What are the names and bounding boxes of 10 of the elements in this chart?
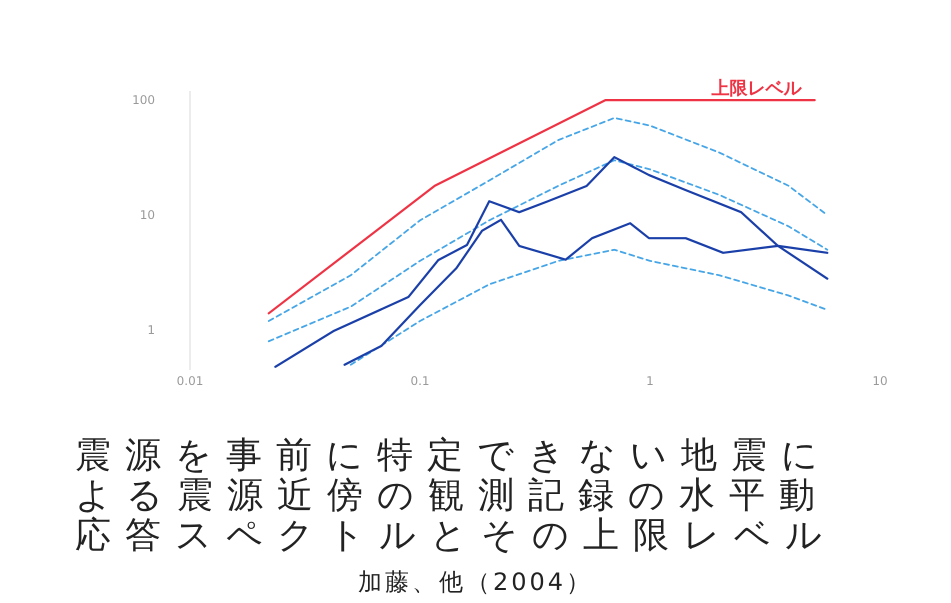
text: 加藤、他（2004） [356, 567, 594, 598]
y-tick-label: 10 [140, 208, 155, 222]
x-tick-label: 10 [872, 374, 888, 388]
x-tick-label: 0.01 [176, 374, 204, 388]
x-tick-label: 0.1 [410, 374, 430, 388]
y-tick-label: 100 [132, 93, 155, 108]
y-tick-label: 1 [147, 323, 155, 338]
x-tick-label: 1 [646, 374, 654, 388]
text: 震源を事前に特定できない地震による震源近傍の観測記録の水平動応答スペクトルとその上限レベル [75, 435, 837, 556]
annotation: 上限レベル [710, 78, 802, 100]
